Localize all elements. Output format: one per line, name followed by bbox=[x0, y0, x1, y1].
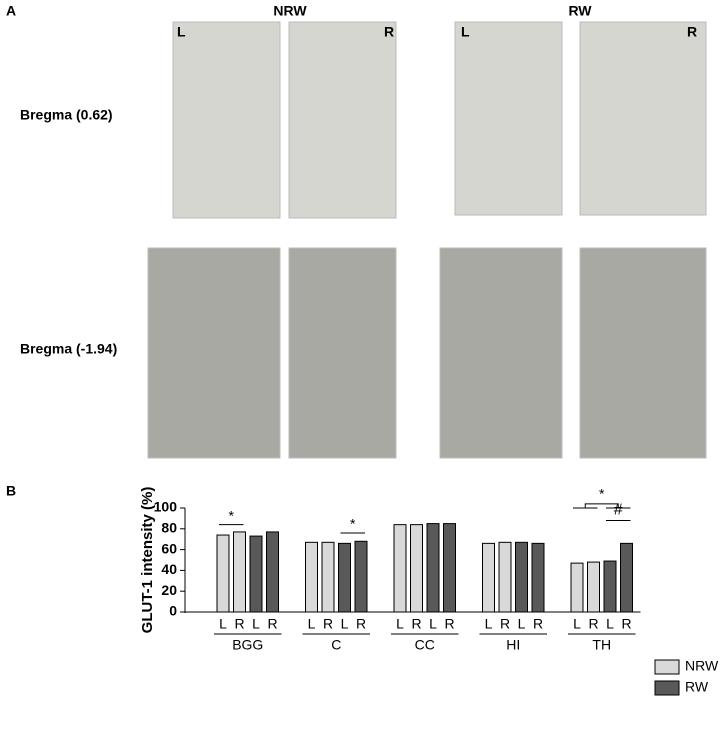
side-label: L bbox=[461, 24, 470, 40]
y-axis-label: GLUT-1 intensity (%) bbox=[139, 487, 156, 634]
side-label: R bbox=[384, 24, 394, 40]
bar bbox=[587, 561, 600, 613]
bar bbox=[216, 534, 230, 613]
legend-swatch bbox=[654, 680, 680, 696]
significance-mark: * bbox=[229, 507, 235, 523]
significance-bracket bbox=[573, 503, 631, 509]
bar bbox=[531, 542, 545, 613]
micrograph bbox=[147, 247, 281, 459]
side-label: L bbox=[252, 616, 260, 632]
side-label: L bbox=[606, 616, 614, 632]
side-label: R bbox=[500, 616, 510, 632]
panel-label: B bbox=[6, 483, 16, 499]
micrograph bbox=[439, 247, 563, 459]
row-label: Bregma (-1.94) bbox=[20, 341, 117, 357]
significance-mark: # bbox=[614, 502, 623, 519]
bar bbox=[603, 560, 617, 613]
bar bbox=[249, 535, 263, 613]
y-tick-label: 20 bbox=[161, 582, 177, 598]
bar bbox=[570, 562, 584, 613]
x-tick-label: CC bbox=[415, 637, 435, 653]
panel-label: A bbox=[6, 3, 16, 19]
column-label: NRW bbox=[273, 3, 307, 19]
y-tick-label: 0 bbox=[169, 603, 177, 619]
column-label: RW bbox=[568, 3, 592, 19]
side-label: L bbox=[485, 616, 493, 632]
side-label: R bbox=[533, 616, 543, 632]
micrograph bbox=[288, 21, 397, 219]
y-tick-label: 60 bbox=[161, 540, 177, 556]
bar bbox=[482, 542, 495, 613]
side-label: R bbox=[411, 616, 421, 632]
bar bbox=[305, 541, 318, 613]
y-tick-label: 100 bbox=[154, 499, 178, 515]
side-label: R bbox=[267, 616, 277, 632]
micrographs bbox=[147, 21, 707, 459]
bar bbox=[233, 531, 246, 613]
legend-swatch bbox=[654, 659, 680, 675]
micrograph bbox=[454, 21, 563, 216]
side-label: R bbox=[356, 616, 366, 632]
row-label: Bregma (0.62) bbox=[20, 107, 113, 123]
micrograph bbox=[172, 21, 281, 219]
bar bbox=[393, 524, 407, 613]
side-label: L bbox=[396, 616, 404, 632]
x-tick-label: BGG bbox=[232, 637, 263, 653]
side-label: R bbox=[234, 616, 244, 632]
significance-mark: * bbox=[350, 516, 356, 532]
bar bbox=[321, 541, 335, 613]
x-tick-label: C bbox=[331, 637, 341, 653]
side-label: L bbox=[219, 616, 227, 632]
side-label: R bbox=[323, 616, 333, 632]
side-label: R bbox=[588, 616, 598, 632]
side-label: L bbox=[573, 616, 581, 632]
bar bbox=[620, 542, 633, 613]
x-tick-label: TH bbox=[592, 637, 611, 653]
bar bbox=[266, 531, 279, 613]
micrograph bbox=[288, 247, 397, 459]
bar bbox=[354, 540, 368, 613]
side-label: R bbox=[444, 616, 454, 632]
micrograph bbox=[579, 21, 707, 216]
side-label: L bbox=[177, 24, 186, 40]
bar bbox=[426, 523, 440, 613]
bar bbox=[338, 542, 351, 613]
bar bbox=[498, 541, 512, 613]
bar bbox=[410, 524, 423, 613]
side-label: R bbox=[687, 24, 697, 40]
bar bbox=[515, 541, 528, 613]
y-tick-label: 40 bbox=[161, 561, 177, 577]
side-label: R bbox=[621, 616, 631, 632]
side-label: L bbox=[518, 616, 526, 632]
y-tick-label: 80 bbox=[161, 520, 177, 536]
legend-label: RW bbox=[685, 679, 709, 695]
legend-label: NRW bbox=[685, 658, 719, 674]
side-label: L bbox=[429, 616, 437, 632]
x-tick-label: HI bbox=[506, 637, 520, 653]
side-label: L bbox=[341, 616, 349, 632]
significance-mark: * bbox=[599, 486, 605, 502]
side-label: L bbox=[308, 616, 316, 632]
micrograph bbox=[579, 247, 707, 459]
bar bbox=[443, 523, 456, 613]
